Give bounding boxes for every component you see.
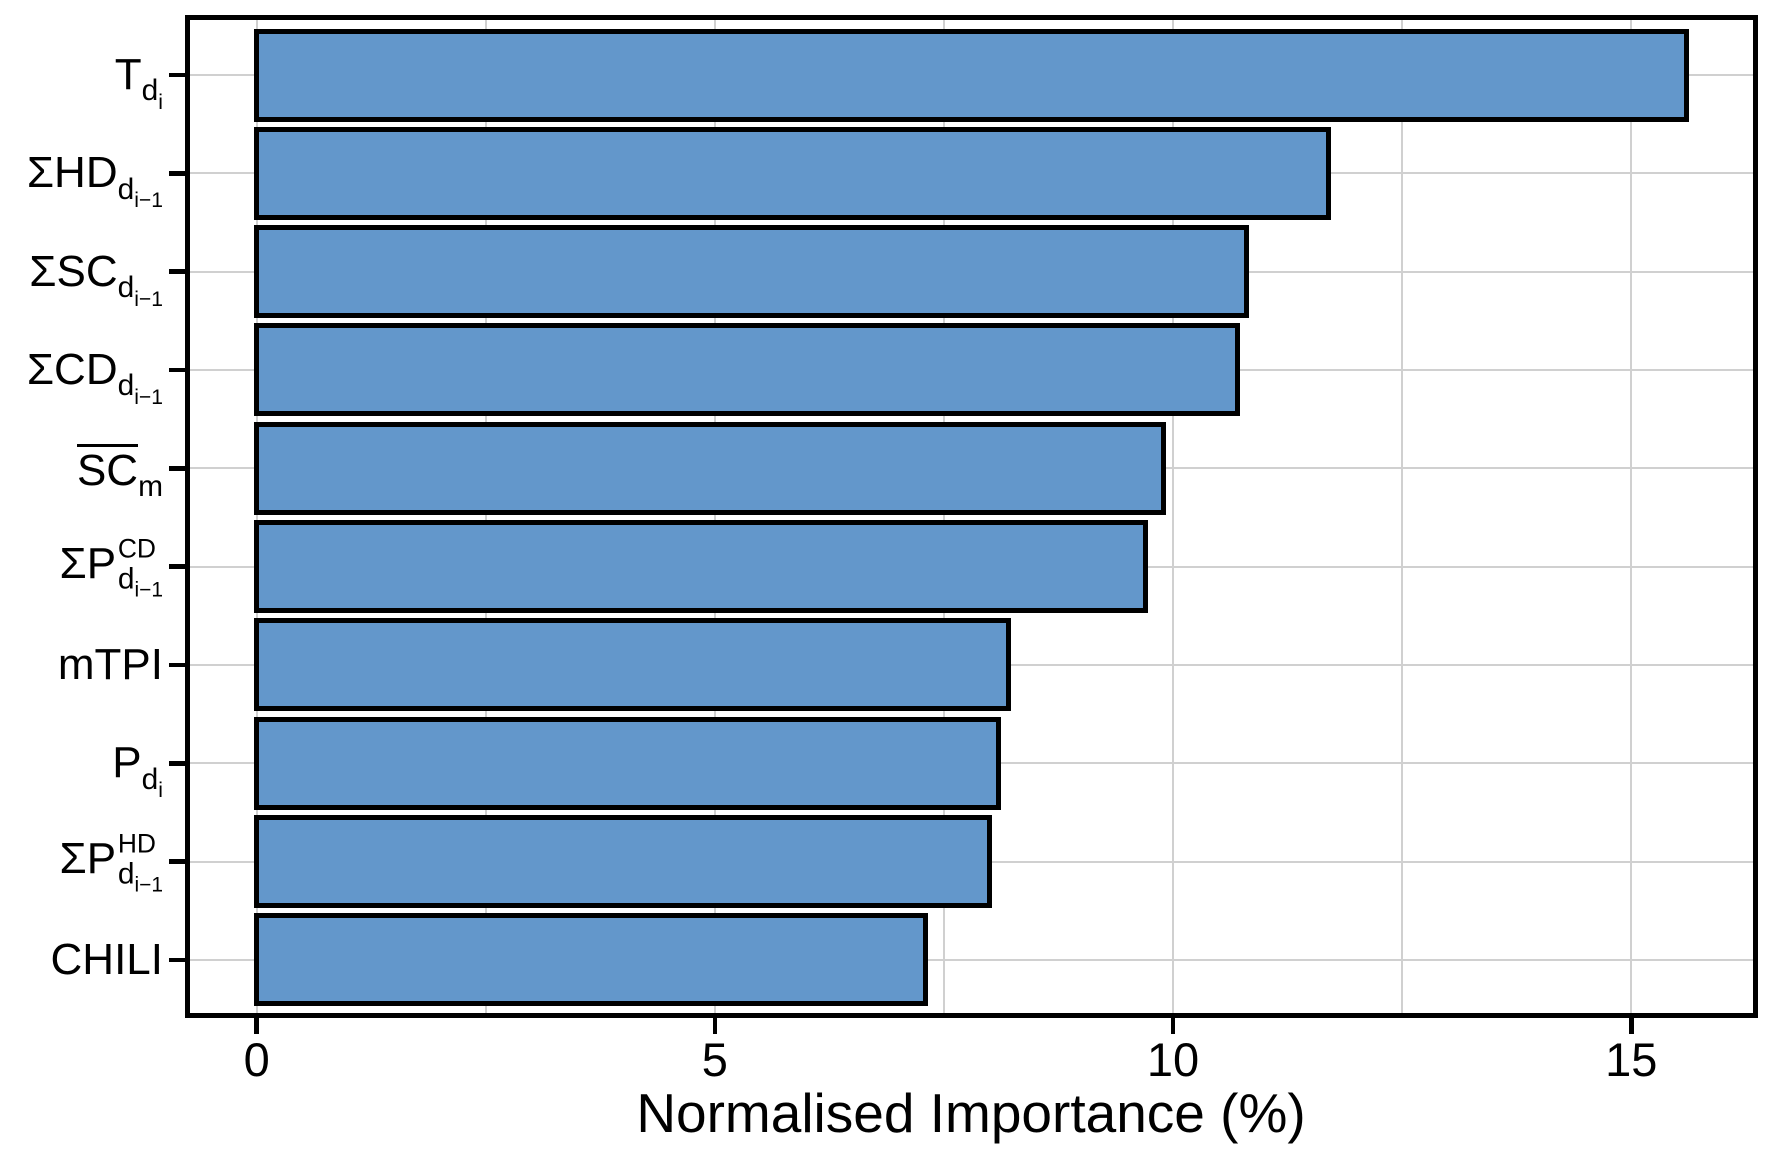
bar [254, 126, 1332, 220]
x-axis-tick [1629, 1017, 1634, 1034]
label-supsub-stack: CD di−1 [117, 533, 163, 602]
label-token: d [117, 172, 135, 206]
major-gridline-vertical [1171, 17, 1175, 1015]
label-token: ΣCD [26, 344, 118, 394]
y-category-label: ΣSCdi−1 [0, 217, 163, 327]
bar [254, 716, 1002, 810]
y-axis-tick [168, 859, 185, 864]
label-token: i−1 [134, 386, 163, 410]
x-axis-tick [712, 1017, 718, 1034]
y-category-label: Pdi [0, 708, 163, 818]
y-category-label: mTPI [0, 610, 163, 720]
y-category-label-text: ΣP CD di−1 [59, 533, 163, 602]
y-axis-tick [168, 466, 185, 471]
label-token: i [158, 779, 163, 803]
major-gridline-vertical [713, 17, 716, 1015]
y-axis-tick [168, 72, 185, 78]
label-token: SC [76, 443, 139, 493]
label-token: ΣSC [29, 246, 118, 296]
major-gridline-vertical [1630, 17, 1633, 1015]
minor-gridline-vertical [485, 17, 487, 1015]
row-gridline-horizontal [187, 958, 1755, 961]
minor-gridline-vertical [1401, 17, 1403, 1015]
y-axis-tick [168, 171, 185, 176]
x-tick-label: 0 [243, 1033, 270, 1086]
y-category-label: CHILI [0, 905, 163, 1015]
label-token: m [138, 470, 163, 504]
y-category-label-text: mTPI [57, 639, 163, 689]
label-token: CHILI [50, 934, 163, 984]
major-gridline-vertical [255, 17, 258, 1015]
y-category-label: SCm [0, 413, 163, 523]
label-token: i−1 [134, 287, 163, 311]
bar [254, 815, 993, 909]
x-axis-tick [254, 1017, 259, 1034]
label-token: mTPI [57, 639, 163, 689]
bar [254, 225, 1249, 319]
bar [254, 913, 929, 1007]
x-tick-label: 5 [701, 1033, 728, 1086]
label-token: d [141, 74, 159, 108]
label-token: ΣP [59, 834, 117, 884]
bar [254, 323, 1240, 417]
label-token: d [117, 271, 135, 305]
y-category-label-text: ΣSCdi−1 [29, 246, 163, 310]
bar [254, 520, 1149, 614]
label-token: d [117, 369, 135, 403]
bar [254, 618, 1011, 712]
y-category-label: ΣHDdi−1 [0, 118, 163, 228]
bar [254, 421, 1167, 515]
x-tick-label: 15 [1605, 1033, 1658, 1086]
y-category-label-text: Tdi [114, 50, 163, 114]
y-category-label: ΣP HD di−1 [0, 807, 163, 917]
y-category-label: Tdi [0, 20, 163, 130]
y-category-label-text: ΣHDdi−1 [26, 148, 163, 212]
y-axis-tick [168, 367, 185, 373]
minor-gridline-vertical [943, 17, 945, 1015]
label-supsub-stack: HD di−1 [117, 828, 163, 897]
y-category-label-text: ΣCDdi−1 [26, 344, 163, 408]
x-axis-title: Normalised Importance (%) [636, 1082, 1306, 1144]
y-category-label: ΣCDdi−1 [0, 315, 163, 425]
label-token: P [112, 738, 142, 788]
label-token: i−1 [134, 189, 163, 213]
y-axis-tick [168, 269, 185, 274]
label-token: i [158, 91, 163, 115]
y-axis-tick [168, 564, 185, 569]
y-axis-tick [168, 957, 185, 963]
y-category-label-text: Pdi [112, 738, 163, 802]
y-category-label-text: CHILI [50, 934, 163, 984]
label-token: ΣHD [26, 148, 118, 198]
x-tick-label: 10 [1146, 1033, 1200, 1086]
bar [254, 28, 1689, 122]
x-axis-tick [1170, 1017, 1176, 1034]
label-token: d [141, 762, 159, 796]
y-category-label-text: ΣP HD di−1 [59, 828, 163, 897]
y-axis-tick [168, 761, 185, 766]
label-token: ΣP [59, 539, 117, 589]
y-category-label: ΣP CD di−1 [0, 512, 163, 622]
y-category-label-text: SCm [76, 443, 163, 502]
label-token: T [114, 50, 142, 99]
y-axis-tick [168, 662, 185, 668]
